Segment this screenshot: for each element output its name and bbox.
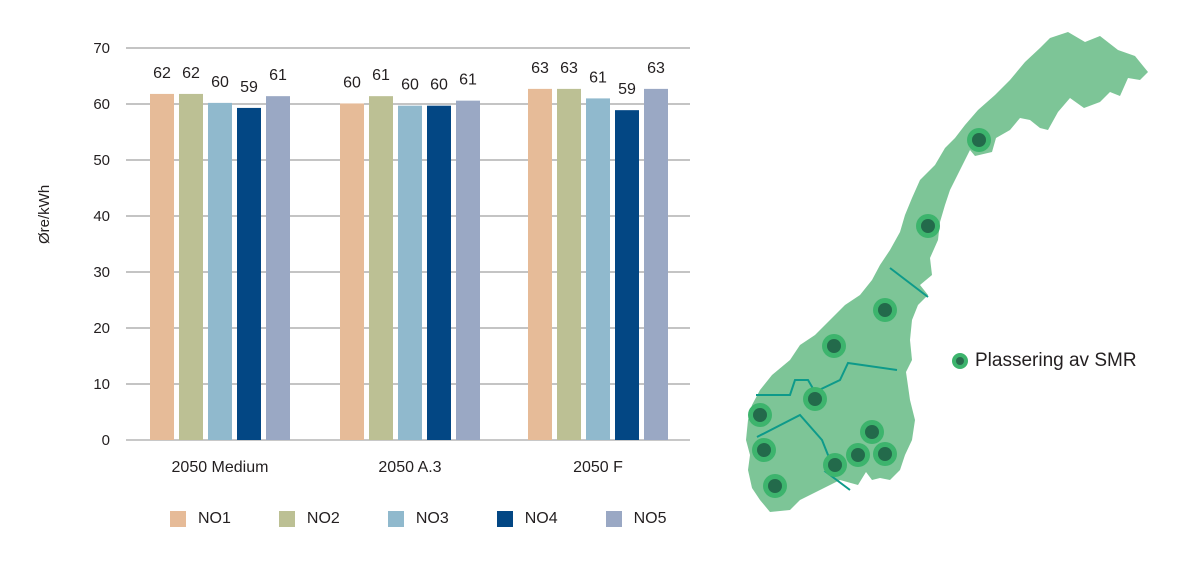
- bar-no3: [586, 98, 610, 441]
- smr-marker: [873, 298, 897, 322]
- y-tick-label: 40: [93, 208, 110, 225]
- bar-no5: [266, 96, 290, 440]
- bar-chart: 0 10 20 30 40 50 60 70 62 62 60 59 61 60 61 60 60 61 63 63…: [93, 40, 690, 476]
- bar-no3: [208, 102, 232, 440]
- map-legend-label: Plassering av SMR: [975, 350, 1137, 371]
- legend-swatch-no5: [605, 511, 622, 527]
- value-label: 62: [182, 65, 200, 82]
- bar-no1: [340, 103, 364, 440]
- legend-item-no4: NO4: [496, 510, 558, 528]
- legend-label: NO5: [633, 510, 667, 527]
- y-tick-label: 70: [93, 40, 110, 57]
- bars: [150, 88, 668, 441]
- value-label: 60: [401, 77, 419, 94]
- map-legend: Plassering av SMR: [952, 350, 1137, 372]
- smr-marker: [967, 128, 991, 152]
- legend-swatch-no1: [170, 511, 186, 527]
- y-tick-label: 0: [102, 432, 110, 449]
- y-tick-label: 60: [93, 96, 110, 113]
- value-labels: 62 62 60 59 61 60 61 60 60 61 63 63 61 59 63: [153, 60, 665, 98]
- y-tick-label: 50: [93, 152, 110, 169]
- chart-legend: NO1 NO2 NO3 NO4 NO5: [170, 510, 715, 528]
- y-tick-label: 30: [93, 264, 110, 281]
- bar-no2: [369, 96, 393, 440]
- bar-no5: [456, 100, 480, 440]
- value-label: 63: [647, 60, 665, 77]
- smr-marker: [752, 438, 776, 462]
- category-labels: 2050 Medium 2050 A.3 2050 F: [172, 459, 624, 476]
- smr-marker: [916, 214, 940, 238]
- legend-label: NO3: [415, 510, 449, 527]
- smr-marker: [763, 474, 787, 498]
- value-label: 63: [560, 60, 578, 77]
- legend-swatch-no3: [387, 511, 404, 527]
- value-label: 59: [240, 79, 258, 96]
- y-axis-label: Øre/kWh: [36, 184, 53, 244]
- value-label: 61: [459, 72, 477, 89]
- value-label: 61: [269, 67, 287, 84]
- smr-marker: [846, 443, 870, 467]
- norway-land-shape: [746, 32, 1148, 512]
- smr-marker: [860, 420, 884, 444]
- bar-no1: [528, 88, 552, 440]
- bar-no5: [644, 88, 668, 440]
- smr-marker: [748, 403, 772, 427]
- smr-marker: [803, 387, 827, 411]
- category-label: 2050 A.3: [378, 459, 441, 476]
- legend-item-no1: NO1: [170, 510, 231, 528]
- legend-label: NO2: [306, 510, 340, 527]
- smr-marker: [822, 334, 846, 358]
- smr-markers: [748, 128, 991, 498]
- value-label: 60: [343, 74, 361, 91]
- y-tick-label: 10: [93, 376, 110, 393]
- value-label: 61: [589, 69, 607, 86]
- value-label: 63: [531, 60, 549, 77]
- norway-map: [746, 32, 1148, 512]
- smr-marker: [823, 453, 847, 477]
- bar-no2: [179, 93, 203, 441]
- bar-no4: [237, 107, 261, 441]
- legend-swatch-no4: [496, 511, 513, 527]
- y-axis-ticks: 0 10 20 30 40 50 60 70: [93, 40, 110, 449]
- legend-item-no5: NO5: [605, 510, 667, 528]
- smr-location-icon: [952, 353, 968, 369]
- y-tick-label: 20: [93, 320, 110, 337]
- value-label: 60: [430, 77, 448, 94]
- bar-no3: [398, 105, 422, 441]
- bar-no4: [427, 105, 451, 441]
- bar-no2: [557, 88, 581, 440]
- value-label: 60: [211, 74, 229, 91]
- legend-item-no2: NO2: [278, 510, 340, 528]
- legend-label: NO1: [198, 510, 231, 527]
- bar-no4: [615, 110, 639, 440]
- value-label: 59: [618, 81, 636, 98]
- legend-label: NO4: [524, 510, 558, 527]
- value-label: 61: [372, 67, 390, 84]
- smr-marker: [873, 442, 897, 466]
- category-label: 2050 F: [573, 459, 623, 476]
- legend-item-no3: NO3: [387, 510, 449, 528]
- category-label: 2050 Medium: [172, 459, 269, 476]
- legend-swatch-no2: [278, 511, 295, 527]
- bar-no1: [150, 93, 174, 441]
- value-label: 62: [153, 65, 171, 82]
